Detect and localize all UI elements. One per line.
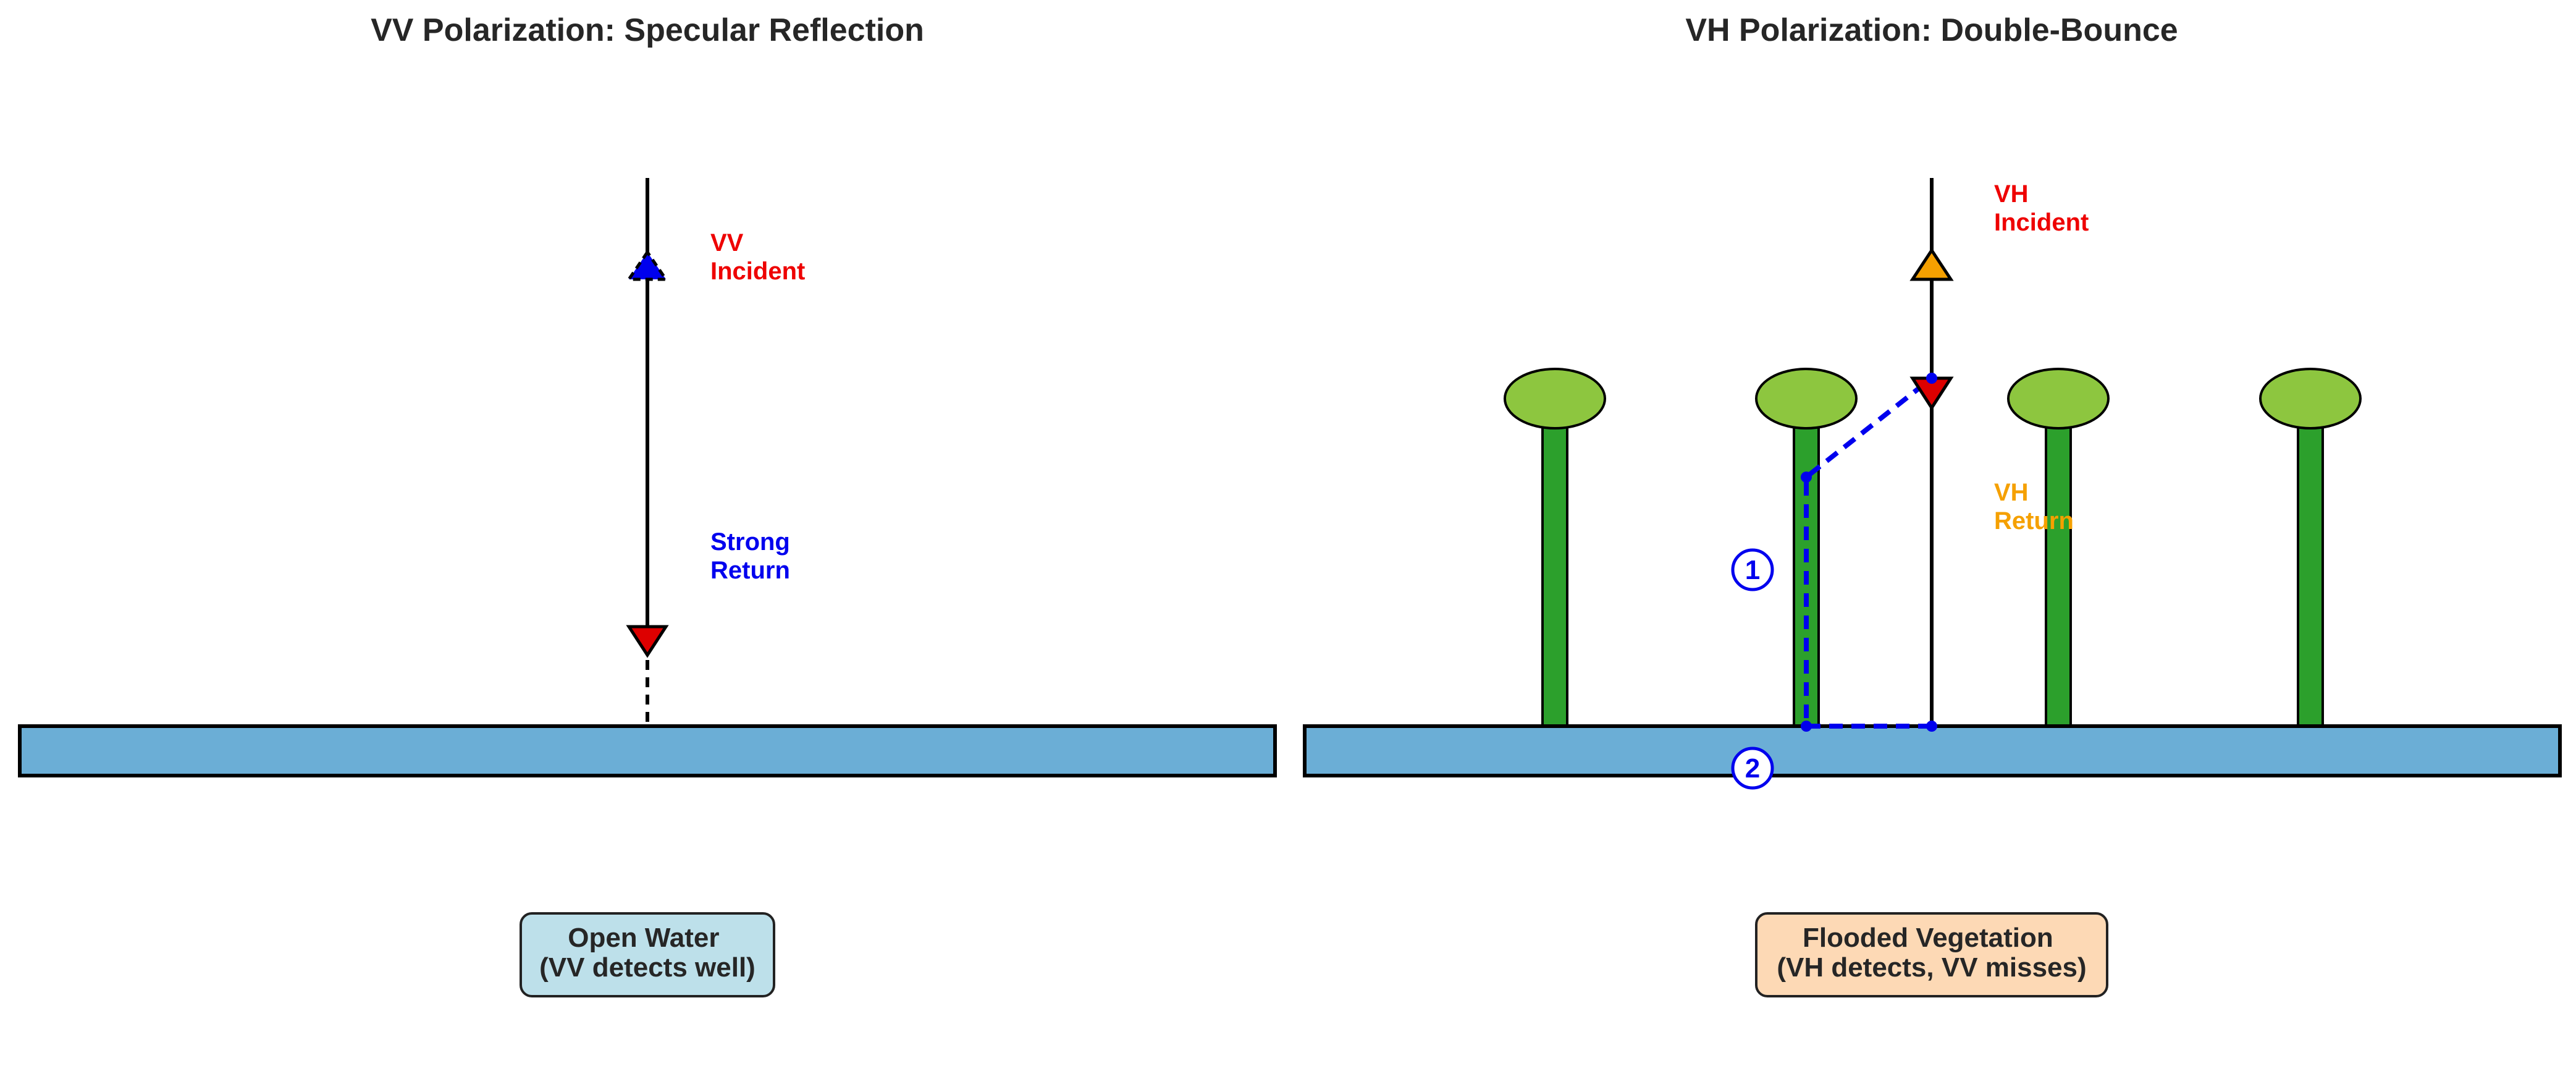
bounce-point bbox=[1801, 721, 1812, 732]
vh-incident-label: VH Incident bbox=[1994, 180, 2089, 236]
flooded-vegetation-box-label: Flooded Vegetation (VH detects, VV misse… bbox=[1777, 923, 2086, 983]
flooded-water-surface bbox=[1303, 724, 2562, 777]
open-water-info-box bbox=[520, 912, 775, 997]
vh-return-label-line1: VH bbox=[1994, 479, 2029, 506]
vh-return-label: VH Return bbox=[1994, 479, 2074, 535]
vh-incident-arrowhead-icon bbox=[1909, 247, 1954, 281]
open-water-surface bbox=[18, 724, 1277, 777]
vh-incident-label-line1: VH bbox=[1994, 180, 2029, 208]
bounce-point bbox=[1926, 373, 1937, 384]
vv-incident-label-line2: Incident bbox=[710, 258, 805, 285]
open-water-box-line2: (VV detects well) bbox=[539, 952, 756, 983]
vv-return-label: Strong Return bbox=[710, 528, 797, 584]
bounce-marker-2-label: 2 bbox=[1745, 753, 1760, 784]
open-water-box-label: Open Water (VV detects well) bbox=[539, 923, 756, 983]
double-bounce-path bbox=[1804, 376, 1934, 729]
flooded-vegetation-box-line1: Flooded Vegetation bbox=[1803, 923, 2053, 953]
vv-return-arrowhead-icon bbox=[626, 249, 669, 281]
vv-panel-title: VV Polarization: Specular Reflection bbox=[371, 12, 924, 48]
vv-return-label-line2: Return bbox=[710, 557, 790, 584]
vh-return-label-line2: Return bbox=[1994, 507, 2074, 535]
vv-incident-arrowhead-icon bbox=[626, 625, 669, 658]
flooded-vegetation-info-box bbox=[1755, 912, 2108, 997]
vv-incident-label-line1: VV bbox=[710, 229, 744, 256]
open-water-box-line1: Open Water bbox=[568, 923, 719, 953]
vegetation-stem bbox=[1541, 407, 1568, 727]
vegetation-canopy bbox=[1755, 368, 1858, 430]
bounce-point bbox=[1801, 472, 1812, 483]
vegetation-canopy bbox=[2007, 368, 2110, 430]
vv-panel: VV Polarization: Specular Reflection VV … bbox=[18, 12, 1277, 997]
vegetation-canopy bbox=[2259, 368, 2362, 430]
bounce-marker-1 bbox=[1731, 548, 1774, 591]
vegetation-stem bbox=[1793, 407, 1820, 727]
vv-return-label-line1: Strong bbox=[710, 528, 790, 556]
bounce-point bbox=[1926, 721, 1937, 732]
bounce-marker-2 bbox=[1731, 747, 1774, 790]
vegetation-stem bbox=[2045, 407, 2072, 727]
bounce-marker-1-label: 1 bbox=[1745, 555, 1760, 585]
vh-panel: VH Polarization: Double-Bounce 1 2 bbox=[1303, 12, 2562, 997]
vv-incident-label: VV Incident bbox=[710, 229, 805, 285]
vegetation-stem bbox=[2297, 407, 2324, 727]
vh-panel-title: VH Polarization: Double-Bounce bbox=[1685, 12, 2178, 48]
vh-incident-label-line2: Incident bbox=[1994, 209, 2089, 236]
vegetation-canopy bbox=[1504, 368, 1606, 430]
flooded-vegetation-box-line2: (VH detects, VV misses) bbox=[1777, 952, 2086, 983]
